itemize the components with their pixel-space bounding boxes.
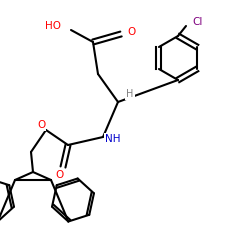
Text: O: O [56,170,64,180]
Text: NH: NH [105,134,120,144]
Text: HO: HO [45,21,61,31]
Text: Cl: Cl [192,17,202,27]
Text: O: O [37,120,45,130]
Text: H: H [126,89,134,99]
Text: O: O [127,27,135,37]
